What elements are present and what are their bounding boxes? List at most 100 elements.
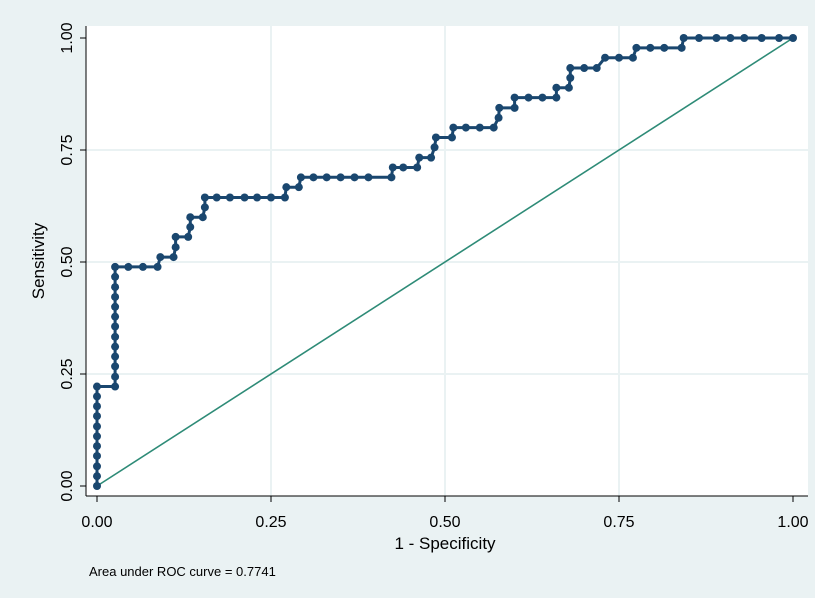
- roc-point: [282, 183, 291, 192]
- roc-point: [430, 143, 439, 152]
- roc-point: [93, 442, 101, 451]
- roc-point: [552, 83, 561, 92]
- roc-point: [93, 462, 101, 471]
- roc-point: [124, 262, 133, 271]
- roc-point: [198, 213, 207, 222]
- roc-point: [294, 183, 303, 192]
- roc-point: [111, 283, 120, 292]
- roc-point: [413, 163, 422, 172]
- roc-point: [510, 93, 519, 102]
- roc-point: [775, 34, 784, 42]
- roc-point: [267, 193, 275, 202]
- roc-point: [712, 34, 721, 42]
- roc-point: [93, 392, 101, 401]
- roc-point: [93, 382, 101, 391]
- roc-point: [740, 34, 749, 42]
- roc-point: [93, 432, 101, 441]
- roc-point: [93, 472, 101, 481]
- roc-point: [679, 34, 688, 42]
- x-tick-label: 0.75: [603, 514, 634, 531]
- grid-lines: [86, 26, 808, 496]
- roc-point: [364, 173, 373, 182]
- auc-note: Area under ROC curve = 0.7741: [89, 564, 276, 579]
- roc-point: [475, 123, 484, 132]
- roc-point: [240, 193, 249, 202]
- roc-point: [564, 83, 573, 92]
- x-tick-label: 1.00: [777, 514, 808, 531]
- y-axis-title: Sensitivity: [29, 222, 48, 299]
- y-tick-label: 0.50: [59, 246, 76, 277]
- roc-point: [171, 243, 180, 252]
- roc-point: [322, 173, 331, 182]
- roc-point: [111, 292, 120, 301]
- roc-point: [111, 362, 120, 371]
- roc-point: [399, 163, 408, 172]
- roc-point: [280, 193, 289, 202]
- axis-ticks: 0.00 0.25 0.50 0.75 1.00 0.00 0.25 0.50 0.75 1.00: [59, 22, 809, 531]
- roc-point: [495, 103, 504, 112]
- roc-point: [111, 382, 120, 391]
- roc-point: [427, 153, 436, 162]
- roc-point: [111, 332, 120, 341]
- roc-point: [632, 43, 641, 52]
- roc-point: [660, 43, 669, 52]
- roc-point: [552, 93, 561, 102]
- roc-point: [296, 173, 305, 182]
- y-tick-label: 0.25: [59, 358, 76, 389]
- roc-point: [615, 53, 623, 62]
- x-tick-label: 0.00: [81, 514, 112, 531]
- roc-point: [538, 93, 547, 102]
- roc-point: [111, 342, 120, 351]
- series-layer: [93, 34, 797, 490]
- roc-point: [93, 482, 101, 490]
- roc-point: [601, 53, 610, 62]
- roc-point: [336, 173, 345, 182]
- roc-point: [387, 173, 396, 182]
- roc-point: [388, 163, 397, 172]
- x-axis-title: 1 - Specificity: [394, 534, 496, 553]
- roc-point: [93, 422, 101, 431]
- x-tick-label: 0.25: [255, 514, 286, 531]
- roc-point: [186, 223, 195, 232]
- roc-point: [184, 232, 193, 241]
- roc-point: [757, 34, 766, 42]
- roc-point: [212, 193, 221, 202]
- reference-line: [96, 37, 794, 487]
- roc-point: [592, 64, 601, 73]
- y-tick-label: 1.00: [59, 22, 76, 53]
- roc-point: [628, 53, 637, 62]
- roc-point: [93, 402, 101, 411]
- roc-point: [677, 43, 686, 52]
- roc-point: [789, 34, 797, 42]
- roc-point: [169, 253, 178, 262]
- roc-point: [449, 123, 458, 132]
- roc-point: [566, 64, 575, 73]
- roc-point: [510, 103, 519, 112]
- roc-point: [566, 73, 575, 82]
- roc-point: [93, 412, 101, 421]
- roc-point: [461, 123, 470, 132]
- roc-point: [580, 64, 589, 73]
- roc-point: [200, 203, 209, 212]
- roc-point: [494, 113, 503, 122]
- roc-point: [253, 193, 262, 202]
- roc-point: [415, 153, 424, 162]
- roc-point: [447, 133, 456, 142]
- roc-point: [350, 173, 359, 182]
- roc-point: [111, 302, 120, 311]
- roc-point: [93, 451, 101, 460]
- roc-point: [524, 93, 533, 102]
- roc-point: [431, 133, 440, 142]
- roc-point: [225, 193, 234, 202]
- roc-point: [695, 34, 704, 42]
- roc-point: [111, 312, 120, 321]
- roc-point: [111, 272, 120, 281]
- y-tick-label: 0.00: [59, 470, 76, 501]
- roc-point: [200, 193, 209, 202]
- roc-point: [186, 213, 195, 222]
- roc-point: [309, 173, 318, 182]
- roc-point: [489, 123, 498, 132]
- roc-point: [111, 262, 120, 271]
- roc-point: [153, 262, 162, 271]
